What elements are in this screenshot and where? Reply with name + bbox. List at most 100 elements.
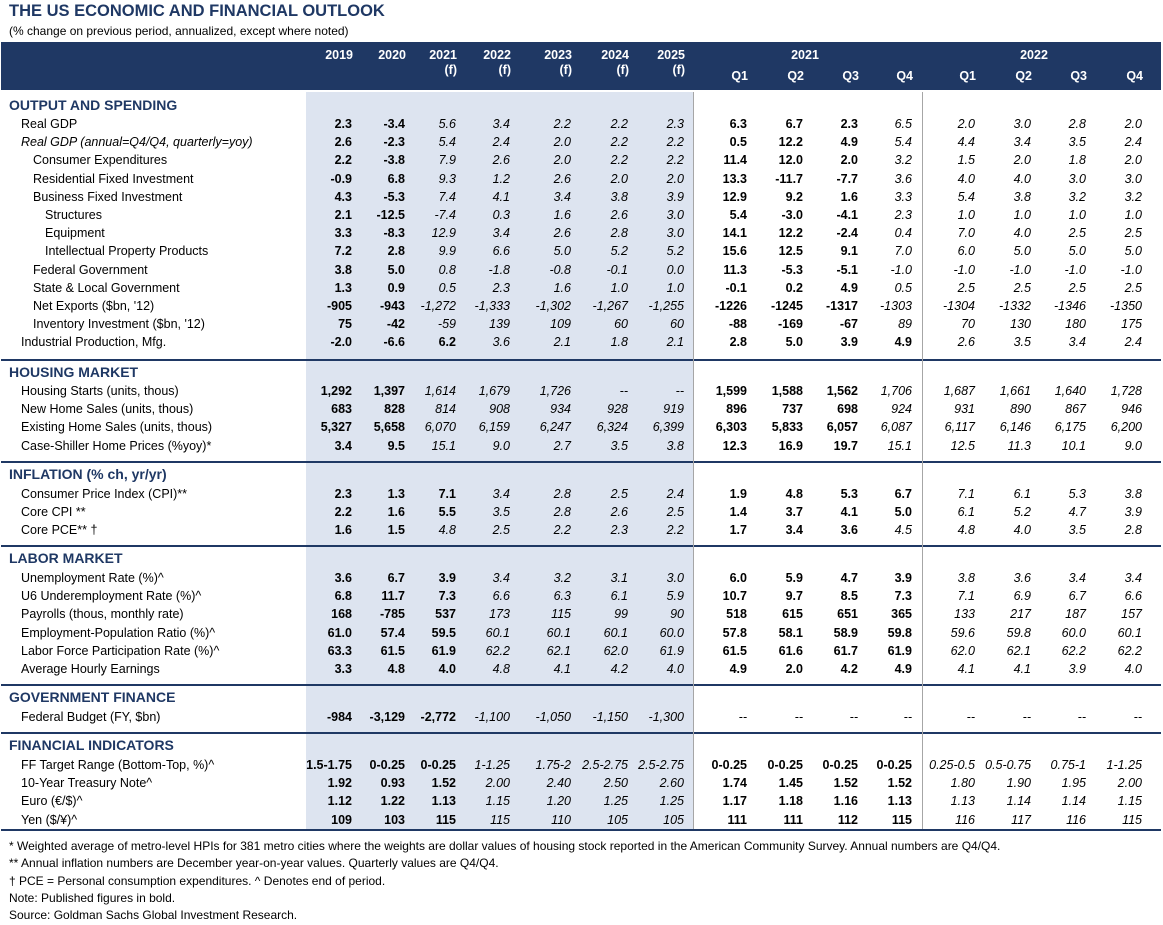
table-cell: 110	[551, 812, 571, 827]
table-cell: 60.1	[485, 625, 510, 640]
table-cell: 3.7	[785, 505, 803, 520]
table-cell: 57.8	[722, 625, 747, 640]
table-cell: 1.75-2	[535, 758, 571, 772]
table-cell: -0.9	[330, 171, 352, 186]
table-cell: 615	[782, 607, 803, 622]
table-cell: 57.4	[380, 625, 405, 640]
table-cell: 6,159	[478, 420, 510, 435]
header-year-label: 2019	[325, 48, 353, 62]
table-cell: 1,687	[943, 384, 975, 398]
table-cell: 7.3	[894, 589, 912, 604]
table-cell: 6,247	[539, 420, 571, 435]
table-cell: 6.7	[387, 571, 405, 585]
table-cell: -0.1	[725, 280, 747, 295]
table-cell: 59.8	[1006, 625, 1031, 640]
table-cell: 10.7	[722, 589, 747, 604]
table-cell: 0-0.25	[420, 758, 456, 772]
table-cell: -1,300	[648, 710, 684, 724]
table-cell: 19.7	[833, 438, 858, 453]
section-divider	[1, 684, 1161, 686]
table-cell: 3.6	[334, 571, 352, 585]
table-cell: 3.2	[894, 153, 912, 168]
table-cell: 3.6	[894, 171, 912, 186]
table-cell: 1,614	[424, 384, 456, 398]
table-row: Intellectual Property Products 7.2 2.8 9.9 6…	[0, 243, 1163, 261]
table-cell: -1346	[1054, 299, 1086, 313]
table-cell: 1.5-1.75	[306, 758, 352, 772]
table-cell: -1317	[826, 299, 858, 313]
table-cell: 9.0	[1124, 438, 1142, 453]
row-label: Yen ($/¥)^	[21, 812, 78, 827]
table-row: Existing Home Sales (units, thous) 5,327 5…	[0, 419, 1163, 437]
table-cell: 5.9	[666, 589, 684, 604]
table-cell: 4.8	[785, 487, 803, 501]
table-cell: 698	[837, 402, 858, 417]
table-cell: 2.3	[666, 117, 684, 131]
table-cell: 3.1	[610, 571, 628, 585]
table-cell: 0.9	[387, 280, 405, 295]
table-cell: 9.5	[387, 438, 405, 453]
table-cell: 2.2	[610, 117, 628, 131]
table-cell: 4.0	[1013, 226, 1031, 241]
table-cell: 1.13	[887, 794, 912, 809]
row-label: Housing Starts (units, thous)	[21, 384, 179, 398]
table-cell: 1.17	[722, 794, 747, 809]
table-cell: --	[903, 710, 912, 724]
table-cell: 1.8	[1068, 153, 1086, 168]
footnote-line: * Weighted average of metro-level HPIs f…	[9, 839, 1001, 853]
table-cell: 4.0	[438, 662, 456, 676]
table-cell: 3.4	[334, 438, 352, 453]
table-cell: 2.2	[334, 153, 352, 168]
table-row: State & Local Government 1.3 0.9 0.5 2.3 1.6 1…	[0, 280, 1163, 298]
table-cell: 111	[783, 812, 803, 827]
table-cell: 1.6	[553, 280, 571, 295]
header-group-2022: 2022	[1020, 48, 1048, 62]
row-label: Structures	[45, 208, 102, 222]
table-cell: 60.0	[659, 625, 684, 640]
table-cell: 7.2	[334, 244, 352, 259]
table-cell: 0.5	[438, 280, 456, 295]
table-cell: 2.0	[840, 153, 858, 168]
table-cell: 3.2	[1124, 189, 1142, 204]
table-cell: 180	[1065, 317, 1086, 332]
table-cell: -88	[728, 317, 747, 332]
table-cell: -1,267	[592, 299, 628, 313]
table-row: Net Exports ($bn, '12) -905 -943 -1,272 -1,3…	[0, 298, 1163, 316]
table-cell: -1.0	[1064, 262, 1086, 277]
table-cell: 2.3	[334, 117, 352, 131]
table-cell: 0.93	[380, 776, 405, 791]
table-cell: 2.4	[492, 135, 510, 150]
table-cell: 5.9	[785, 571, 803, 585]
table-cell: 2.7	[553, 438, 571, 453]
table-cell: -1350	[1110, 299, 1142, 313]
footnote-line: Note: Published figures in bold.	[9, 890, 176, 905]
table-cell: --	[619, 384, 628, 398]
table-cell: 896	[726, 402, 747, 417]
table-cell: 1.0	[1013, 208, 1031, 222]
section-title: FINANCIAL INDICATORS	[9, 737, 174, 753]
table-cell: -2.3	[383, 135, 405, 150]
table-cell: 6.1	[610, 589, 628, 604]
header-forecast-label: (f)	[672, 63, 686, 77]
table-cell: 908	[489, 402, 510, 417]
table-cell: 3.9	[1124, 505, 1142, 520]
table-cell: 3.0	[1013, 117, 1031, 131]
table-cell: 0-0.25	[822, 758, 858, 772]
section-title: OUTPUT AND SPENDING	[9, 97, 178, 113]
table-cell: -7.4	[434, 208, 456, 222]
table-cell: 4.9	[840, 135, 858, 150]
table-cell: 12.0	[778, 153, 803, 168]
table-cell: 173	[489, 607, 510, 622]
table-cell: 1.15	[485, 794, 510, 809]
table-cell: 6.2	[438, 335, 456, 350]
table-cell: 9.9	[438, 244, 456, 259]
table-cell: 3.9	[894, 571, 912, 585]
table-cell: 6.7	[785, 117, 803, 131]
table-row: Business Fixed Investment 4.3 -5.3 7.4 4.1 3.…	[0, 189, 1163, 207]
table-cell: 133	[954, 607, 975, 622]
table-cell: 2.60	[659, 776, 684, 791]
table-cell: 1.8	[610, 335, 628, 350]
table-cell: 2.5	[492, 523, 510, 538]
table-cell: 4.1	[553, 662, 571, 676]
table-row: Employment-Population Ratio (%)^ 61.0 57.4…	[0, 625, 1163, 643]
